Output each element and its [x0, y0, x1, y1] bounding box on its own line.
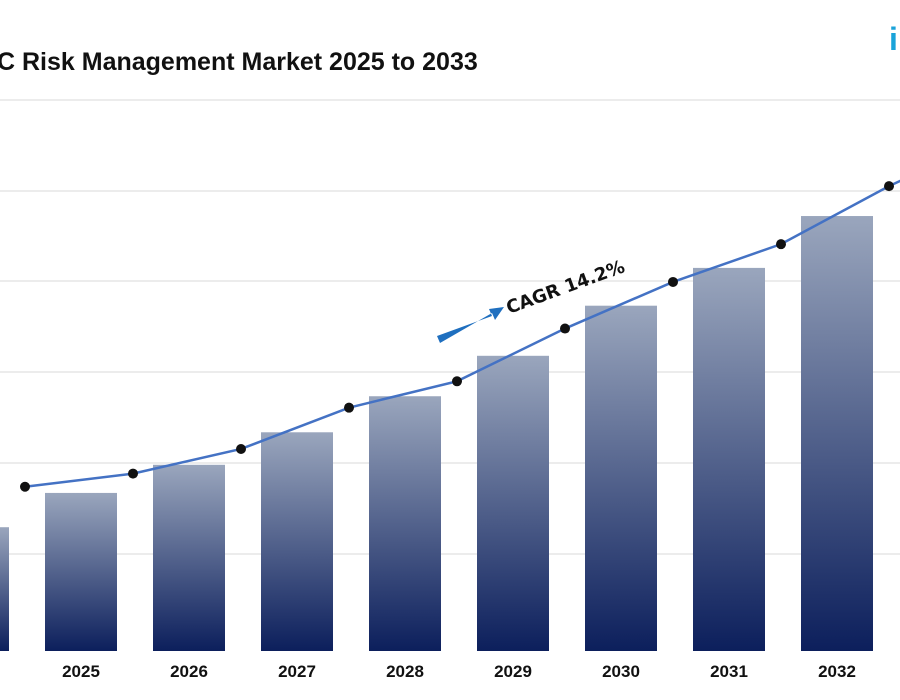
trend-point-2032 [884, 181, 894, 192]
trend-point-2025 [128, 468, 138, 479]
trend-point-2031 [776, 239, 786, 250]
x-tick-2025: 2025 [62, 662, 100, 681]
bar-2031 [693, 267, 765, 651]
grid [0, 99, 900, 555]
bar-2027 [261, 432, 333, 651]
x-tick-2030: 2030 [602, 662, 640, 681]
x-tick-2031: 2031 [710, 662, 748, 681]
x-tick-2032: 2032 [818, 662, 856, 681]
trend-line-path [24, 179, 900, 489]
cagr-arrow-icon [437, 307, 504, 343]
trend-point-2026 [236, 443, 246, 454]
bar-2026 [153, 464, 225, 651]
x-tick-2029: 2029 [494, 662, 532, 681]
bar-2025 [45, 492, 117, 651]
x-tick-2028: 2028 [386, 662, 424, 681]
x-tick-2026: 2026 [170, 662, 208, 681]
bar-2032 [801, 216, 873, 651]
bar-2029 [477, 355, 549, 651]
bar-2030 [585, 305, 657, 651]
trend-point-2028 [452, 376, 462, 387]
logo-icon: i [889, 21, 898, 57]
trend-point-2027 [344, 402, 354, 413]
bar-2028 [369, 396, 441, 651]
trend-line [20, 179, 900, 492]
x-axis-ticks: 2025 2026 2027 2028 2029 2030 2031 2032 [62, 662, 856, 681]
chart-title: C Risk Management Market 2025 to 2033 [0, 48, 478, 76]
x-tick-2027: 2027 [278, 662, 316, 681]
trend-point-2024 [20, 481, 30, 492]
trend-point-2030 [668, 276, 678, 287]
bar-2024 [0, 527, 9, 651]
trend-point-2029 [560, 323, 570, 334]
bars [0, 216, 873, 651]
